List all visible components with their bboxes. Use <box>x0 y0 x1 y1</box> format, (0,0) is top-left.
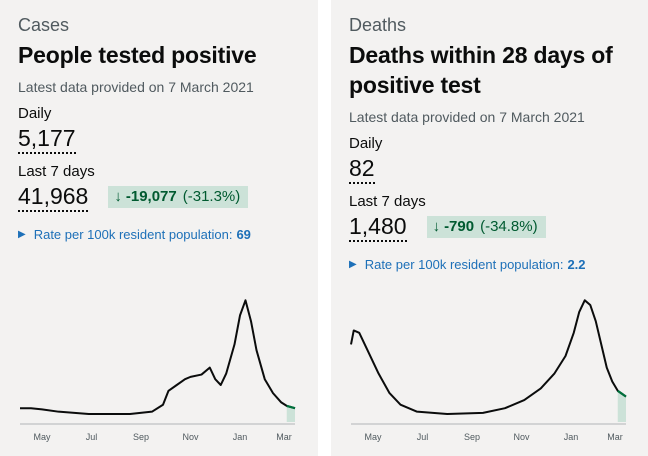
cases-change-abs: -19,077 <box>125 188 177 205</box>
down-arrow-icon: ↓ <box>432 218 441 235</box>
triangle-right-icon: ▶ <box>349 259 357 270</box>
cases-tick-label: May <box>33 432 51 442</box>
deaths-recent-area <box>617 390 626 422</box>
deaths-change-abs: -790 <box>444 218 475 235</box>
deaths-daily-label: Daily <box>349 135 383 152</box>
cases-recent-line <box>286 404 296 410</box>
deaths-title-line2: positive test <box>349 72 481 98</box>
cases-caption: Cases <box>18 15 70 35</box>
deaths-tick-label: Jul <box>417 432 429 442</box>
deaths-change-badge: ↓ -790 (-34.8%) <box>426 215 546 238</box>
deaths-caption: Deaths <box>349 15 407 35</box>
cases-title[interactable]: People tested positive <box>18 42 257 68</box>
deaths-rate-value: 2.2 <box>567 257 586 272</box>
cases-tick-label: Nov <box>182 432 199 442</box>
deaths-rate-toggle[interactable]: ▶ Rate per 100k resident population: 2.2 <box>349 257 648 272</box>
deaths-title[interactable]: Deaths within 28 days of positive test <box>349 40 648 100</box>
cases-change-pct: (-31.3%) <box>182 188 241 205</box>
deaths-latest-date: Latest data provided on 7 March 2021 <box>349 109 585 125</box>
cases-week-label: Last 7 days <box>18 163 95 180</box>
cases-recent-area <box>286 405 295 422</box>
cases-latest-date: Latest data provided on 7 March 2021 <box>18 79 254 95</box>
cases-daily-label: Daily <box>18 105 52 122</box>
cases-daily-value[interactable]: 5,177 <box>18 125 76 154</box>
deaths-tick-label: Jan <box>564 432 579 442</box>
deaths-change-pct: (-34.8%) <box>480 218 538 235</box>
cases-rate-value: 69 <box>236 227 251 242</box>
deaths-card: Deaths Deaths within 28 days of positive… <box>331 0 648 456</box>
deaths-tick-label: Sep <box>464 432 480 442</box>
deaths-chart: May Jul Sep Nov Jan Mar <box>349 288 634 448</box>
cases-card: Cases People tested positive Latest data… <box>0 0 318 456</box>
cases-trend-line <box>20 299 296 415</box>
deaths-title-line1: Deaths within 28 days of <box>349 42 613 68</box>
deaths-recent-line <box>617 389 627 398</box>
deaths-week-value[interactable]: 1,480 <box>349 213 407 242</box>
cases-chart: May Jul Sep Nov Jan Mar <box>18 288 303 448</box>
cases-rate-toggle[interactable]: ▶ Rate per 100k resident population: 69 <box>18 227 318 242</box>
deaths-tick-label: Nov <box>513 432 530 442</box>
cases-sparkline: May Jul Sep Nov Jan Mar <box>20 299 296 442</box>
deaths-daily-value[interactable]: 82 <box>349 155 375 184</box>
deaths-tick-label: May <box>364 432 382 442</box>
down-arrow-icon: ↓ <box>114 188 122 205</box>
deaths-sparkline: May Jul Sep Nov Jan Mar <box>350 299 627 442</box>
cases-tick-label: Jan <box>233 432 248 442</box>
deaths-week-label: Last 7 days <box>349 193 426 210</box>
deaths-tick-label: Mar <box>607 432 623 442</box>
cases-tick-label: Mar <box>276 432 292 442</box>
cases-tick-label: Jul <box>86 432 98 442</box>
cases-rate-label: Rate per 100k resident population: <box>33 227 233 242</box>
cases-tick-label: Sep <box>133 432 149 442</box>
cases-change-badge: ↓ -19,077 (-31.3%) <box>108 185 249 208</box>
deaths-rate-label: Rate per 100k resident population: <box>364 257 564 272</box>
cases-week-value[interactable]: 41,968 <box>18 183 89 212</box>
triangle-right-icon: ▶ <box>18 229 26 240</box>
deaths-trend-line <box>350 299 627 415</box>
